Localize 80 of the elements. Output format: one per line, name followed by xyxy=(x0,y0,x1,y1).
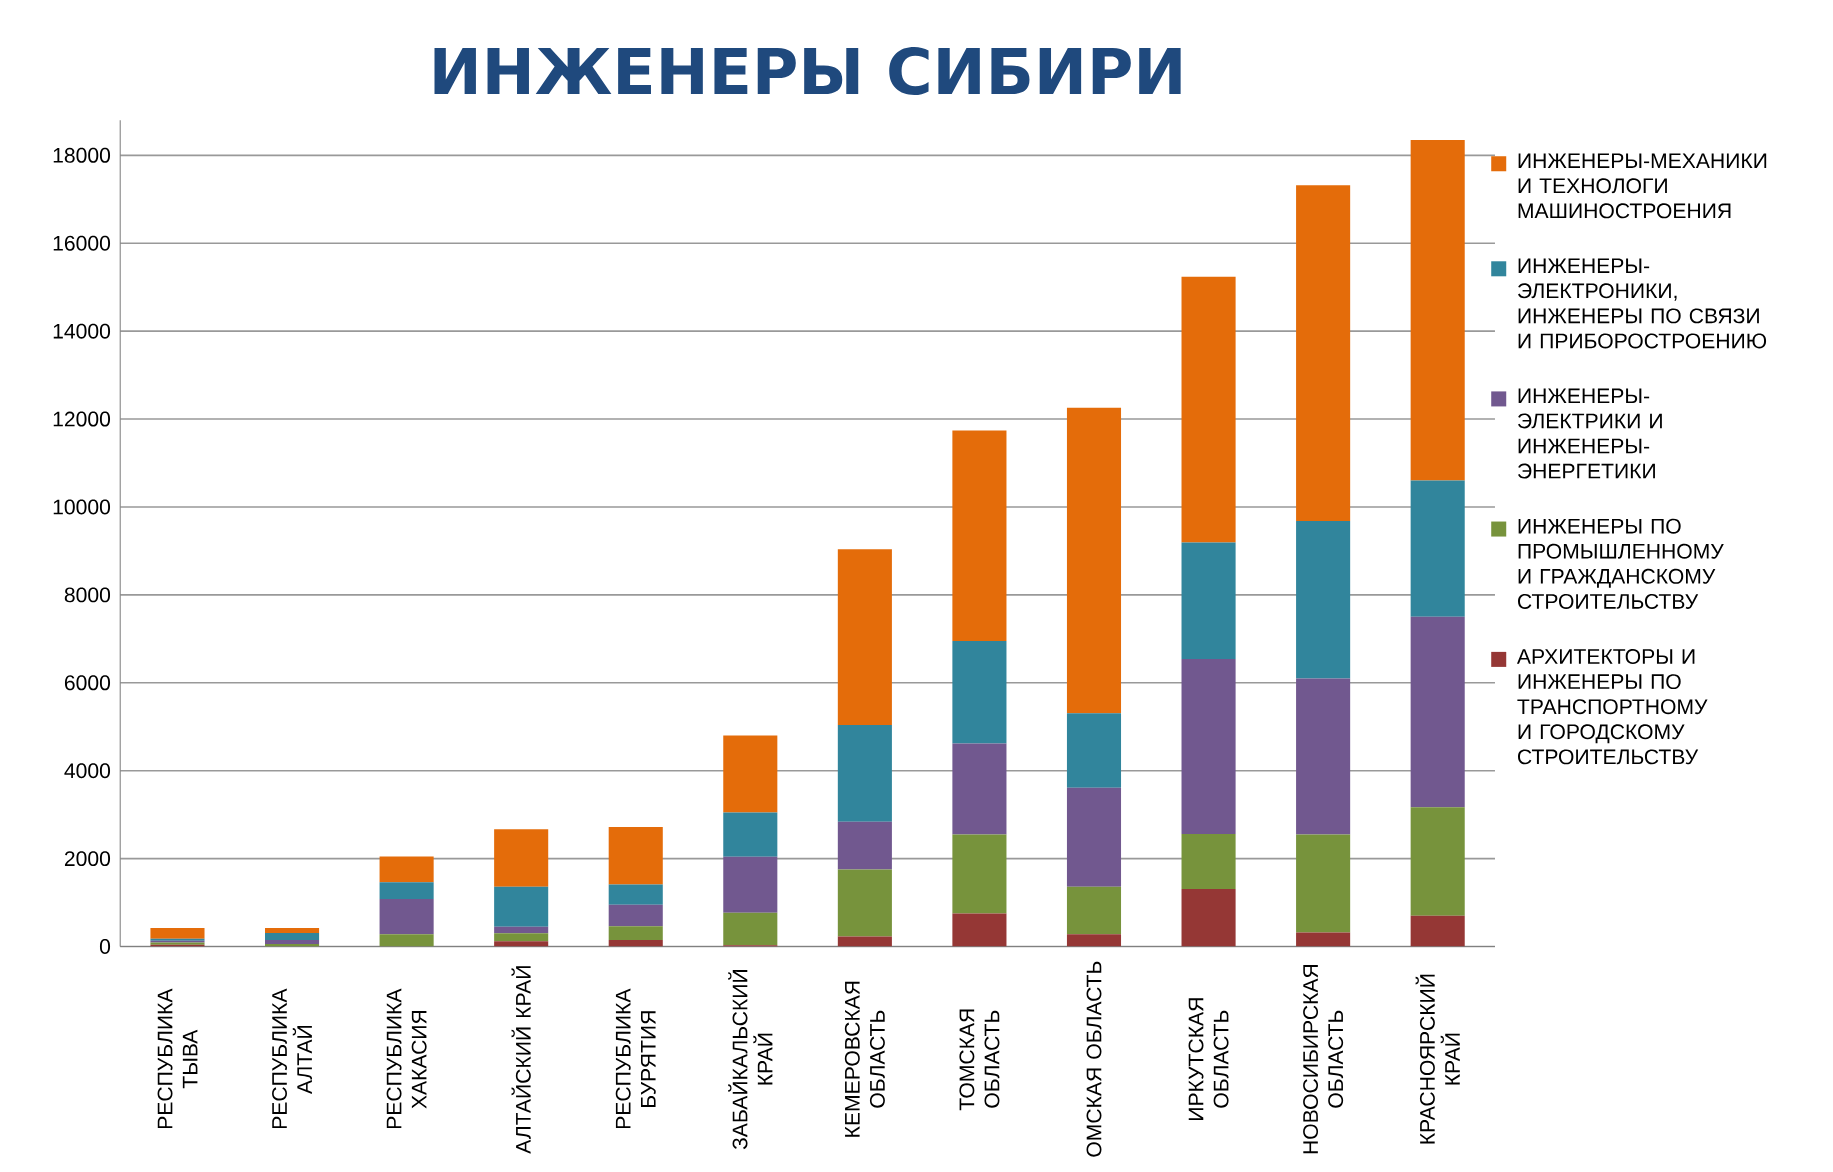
x-tick-label: ОМСКАЯ ОБЛАСТЬ xyxy=(1086,961,1102,1157)
bar xyxy=(723,912,778,946)
bar xyxy=(1296,932,1351,947)
y-tick-label: 6000 xyxy=(64,675,111,691)
bar xyxy=(608,939,663,947)
legend-label: ИНЖЕНЕРЫ-ЭЛЕКТРИКИ И ИНЖЕНЕРЫ-ЭНЕРГЕТИКИ xyxy=(1517,388,1662,479)
bar xyxy=(494,926,549,934)
bar xyxy=(1296,521,1351,679)
bar xyxy=(608,884,663,905)
bar xyxy=(1410,140,1465,481)
bar xyxy=(837,936,892,947)
bar xyxy=(494,829,549,887)
bar xyxy=(837,821,892,870)
bar xyxy=(1066,886,1122,935)
bar xyxy=(1066,934,1122,947)
x-tick-label: КРАСНОЯРСКИЙ КРАЙ xyxy=(1415,974,1460,1144)
bar xyxy=(379,934,434,947)
y-tick-label: 2000 xyxy=(64,851,111,867)
bar xyxy=(1296,678,1351,835)
bar xyxy=(379,882,434,900)
bar xyxy=(723,735,778,813)
x-tick-label: ТОМСКАЯ ОБЛАСТЬ xyxy=(959,1009,1000,1111)
legend-label: ИНЖЕНЕРЫ-ЭЛЕКТРОНИКИ, ИНЖЕНЕРЫ ПО СВЯЗИ И ПРИБОРОСТРОЕНИЮ xyxy=(1517,258,1767,349)
x-tick-label: ИРКУТСКАЯ ОБЛАСТЬ xyxy=(1188,998,1229,1120)
bar xyxy=(608,926,663,940)
y-tick-label: 14000 xyxy=(53,323,111,339)
bar xyxy=(1181,659,1236,835)
bar xyxy=(494,886,549,927)
bar xyxy=(837,725,892,822)
bar xyxy=(952,913,1007,947)
bar xyxy=(952,641,1007,744)
bar xyxy=(1181,542,1236,660)
bar xyxy=(1296,834,1351,933)
legend-label: АРХИТЕКТОРЫ И ИНЖЕНЕРЫ ПО ТРАНСПОРТНОМУ И ГОРОДСКОМУ СТРОИТЕЛЬСТВУ xyxy=(1516,649,1708,765)
bar xyxy=(265,932,320,940)
x-tick-label: АЛТАЙСКИЙ КРАЙ xyxy=(511,966,531,1154)
y-tick-label: 8000 xyxy=(64,587,111,603)
y-tick-label: 4000 xyxy=(64,763,111,779)
chart-title: ИНЖЕНЕРЫ СИБИРИ xyxy=(434,47,1181,96)
bar xyxy=(1181,889,1236,947)
bar xyxy=(379,856,434,883)
y-tick-label: 10000 xyxy=(53,499,111,515)
y-tick-label: 18000 xyxy=(53,147,111,163)
bar xyxy=(952,430,1007,642)
legend-label: ИНЖЕНЕРЫ-МЕХАНИКИ И ТЕХНОЛОГИ МАШИНОСТРОЕНИЯ xyxy=(1518,153,1767,219)
bar xyxy=(723,856,778,913)
bar xyxy=(1181,834,1236,889)
bar xyxy=(1410,616,1465,808)
bar xyxy=(1410,480,1465,617)
bar xyxy=(265,928,320,933)
legend-label: ИНЖЕНЕРЫ ПО ПРОМЫШЛЕННОМУ И ГРАЖДАНСКОМУ СТРОИТЕЛЬСТВУ xyxy=(1517,518,1724,609)
x-tick-label: РЕСПУБЛИКА ТЫВА xyxy=(157,988,198,1129)
bar xyxy=(1181,276,1236,543)
bar xyxy=(494,933,549,942)
bar xyxy=(837,869,892,937)
bar xyxy=(150,928,205,939)
bar xyxy=(1410,915,1465,947)
bar xyxy=(952,743,1007,835)
bar xyxy=(952,834,1007,914)
bar xyxy=(1296,185,1351,522)
x-tick-label: РЕСПУБЛИКА ХАКАСИЯ xyxy=(386,988,427,1129)
x-tick-label: РЕСПУБЛИКА БУРЯТИЯ xyxy=(615,988,656,1129)
y-tick-label: 16000 xyxy=(53,235,111,251)
bar xyxy=(1066,787,1122,887)
bar xyxy=(723,812,778,857)
bar xyxy=(1410,807,1465,916)
y-tick-label: 12000 xyxy=(53,411,111,427)
x-tick-label: КЕМЕРОВСКАЯ ОБЛАСТЬ xyxy=(844,981,885,1137)
bar xyxy=(608,904,663,927)
bar xyxy=(837,549,892,726)
bar xyxy=(265,939,320,944)
y-tick-label: 0 xyxy=(99,939,111,955)
x-tick-label: ЗАБАЙКАЛЬСКИЙ КРАЙ xyxy=(728,970,773,1150)
bar xyxy=(379,899,434,935)
x-tick-label: НОВОСИБИРСКАЯ ОБЛАСТЬ xyxy=(1303,965,1344,1154)
bar xyxy=(1066,713,1122,788)
bar xyxy=(1066,407,1122,714)
bar xyxy=(608,827,663,885)
bar xyxy=(494,941,549,947)
x-tick-label: РЕСПУБЛИКА АЛТАЙ xyxy=(272,988,313,1129)
